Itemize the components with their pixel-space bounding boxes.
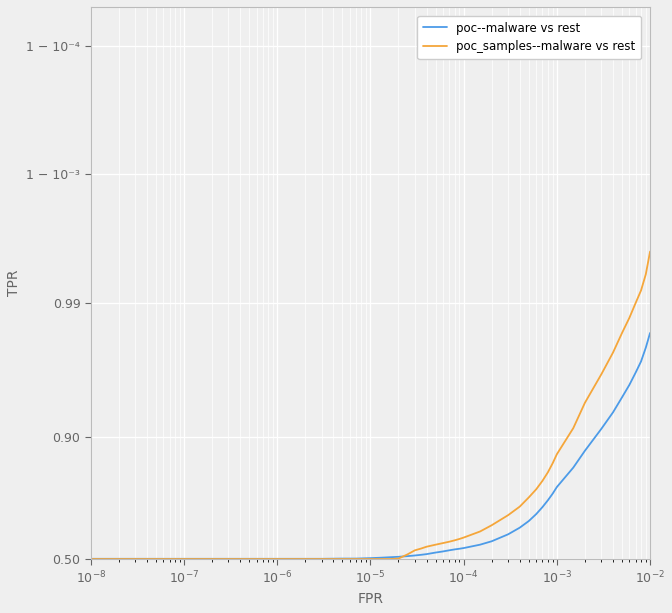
poc_samples--malware vs rest bbox=[637, 287, 645, 294]
poc_samples--malware vs rest bbox=[618, 329, 626, 337]
poc--malware vs rest bbox=[377, 554, 385, 562]
poc--malware vs rest bbox=[553, 484, 561, 491]
poc--malware vs rest bbox=[386, 554, 394, 561]
poc_samples--malware vs rest bbox=[581, 399, 589, 406]
poc--malware vs rest bbox=[532, 511, 540, 518]
Y-axis label: TPR: TPR bbox=[7, 270, 21, 297]
poc--malware vs rest bbox=[417, 551, 425, 558]
poc_samples--malware vs rest bbox=[301, 555, 309, 563]
poc--malware vs rest bbox=[460, 544, 468, 552]
poc_samples--malware vs rest bbox=[386, 555, 394, 563]
poc_samples--malware vs rest bbox=[338, 555, 346, 563]
poc_samples--malware vs rest bbox=[366, 555, 374, 563]
poc--malware vs rest bbox=[504, 531, 512, 538]
poc--malware vs rest bbox=[476, 541, 484, 549]
poc_samples--malware vs rest bbox=[515, 503, 523, 510]
poc_samples--malware vs rest bbox=[632, 299, 640, 306]
poc--malware vs rest bbox=[180, 555, 188, 563]
poc--malware vs rest bbox=[431, 549, 439, 556]
poc_samples--malware vs rest bbox=[423, 543, 431, 550]
poc_samples--malware vs rest bbox=[451, 536, 459, 544]
poc--malware vs rest bbox=[352, 555, 360, 562]
poc_samples--malware vs rest bbox=[504, 511, 512, 519]
poc_samples--malware vs rest bbox=[488, 522, 496, 529]
poc_samples--malware vs rest bbox=[431, 541, 439, 549]
poc--malware vs rest bbox=[525, 517, 533, 525]
poc--malware vs rest bbox=[403, 552, 411, 560]
poc--malware vs rest bbox=[301, 555, 309, 563]
poc_samples--malware vs rest bbox=[417, 545, 425, 552]
poc_samples--malware vs rest bbox=[377, 555, 385, 563]
poc_samples--malware vs rest bbox=[544, 469, 552, 476]
poc--malware vs rest bbox=[637, 358, 645, 365]
poc_samples--malware vs rest bbox=[548, 460, 556, 467]
poc--malware vs rest bbox=[208, 555, 216, 563]
Line: poc_samples--malware vs rest: poc_samples--malware vs rest bbox=[91, 251, 650, 559]
poc_samples--malware vs rest bbox=[460, 534, 468, 541]
poc_samples--malware vs rest bbox=[456, 535, 464, 543]
poc--malware vs rest bbox=[366, 555, 374, 562]
poc_samples--malware vs rest bbox=[274, 555, 282, 563]
poc_samples--malware vs rest bbox=[476, 528, 484, 535]
poc_samples--malware vs rest bbox=[394, 555, 403, 562]
poc--malware vs rest bbox=[87, 555, 95, 563]
poc_samples--malware vs rest bbox=[318, 555, 326, 563]
poc--malware vs rest bbox=[609, 409, 617, 416]
poc_samples--malware vs rest bbox=[538, 477, 546, 484]
poc--malware vs rest bbox=[569, 464, 577, 471]
poc_samples--malware vs rest bbox=[626, 314, 634, 321]
Legend: poc--malware vs rest, poc_samples--malware vs rest: poc--malware vs rest, poc_samples--malwa… bbox=[417, 15, 641, 59]
Line: poc--malware vs rest: poc--malware vs rest bbox=[91, 333, 650, 559]
poc--malware vs rest bbox=[451, 546, 459, 553]
poc_samples--malware vs rest bbox=[352, 555, 360, 563]
poc--malware vs rest bbox=[394, 553, 403, 560]
poc_samples--malware vs rest bbox=[403, 550, 411, 558]
X-axis label: FPR: FPR bbox=[358, 592, 384, 606]
poc--malware vs rest bbox=[411, 552, 419, 559]
poc_samples--malware vs rest bbox=[152, 555, 160, 563]
poc_samples--malware vs rest bbox=[532, 485, 540, 493]
poc--malware vs rest bbox=[115, 555, 123, 563]
poc--malware vs rest bbox=[642, 344, 650, 351]
poc--malware vs rest bbox=[445, 547, 453, 554]
poc_samples--malware vs rest bbox=[525, 493, 533, 501]
poc--malware vs rest bbox=[632, 369, 640, 376]
poc--malware vs rest bbox=[597, 425, 605, 433]
poc--malware vs rest bbox=[338, 555, 346, 562]
poc_samples--malware vs rest bbox=[439, 539, 447, 547]
poc_samples--malware vs rest bbox=[597, 371, 605, 378]
poc_samples--malware vs rest bbox=[245, 555, 253, 563]
poc_samples--malware vs rest bbox=[115, 555, 123, 563]
poc--malware vs rest bbox=[538, 503, 546, 511]
poc--malware vs rest bbox=[515, 524, 523, 531]
poc_samples--malware vs rest bbox=[553, 451, 561, 458]
poc--malware vs rest bbox=[274, 555, 282, 563]
poc--malware vs rest bbox=[646, 329, 654, 337]
poc--malware vs rest bbox=[618, 394, 626, 401]
poc--malware vs rest bbox=[488, 538, 496, 545]
poc--malware vs rest bbox=[423, 550, 431, 558]
poc_samples--malware vs rest bbox=[445, 538, 453, 546]
poc_samples--malware vs rest bbox=[180, 555, 188, 563]
poc--malware vs rest bbox=[439, 548, 447, 555]
poc_samples--malware vs rest bbox=[208, 555, 216, 563]
poc--malware vs rest bbox=[245, 555, 253, 563]
poc--malware vs rest bbox=[548, 490, 556, 497]
poc_samples--malware vs rest bbox=[87, 555, 95, 563]
poc_samples--malware vs rest bbox=[609, 349, 617, 356]
poc--malware vs rest bbox=[456, 545, 464, 552]
poc--malware vs rest bbox=[581, 447, 589, 454]
poc--malware vs rest bbox=[318, 555, 326, 563]
poc_samples--malware vs rest bbox=[642, 270, 650, 278]
poc--malware vs rest bbox=[626, 381, 634, 389]
poc_samples--malware vs rest bbox=[411, 547, 419, 554]
poc--malware vs rest bbox=[544, 497, 552, 504]
poc_samples--malware vs rest bbox=[646, 248, 654, 255]
poc--malware vs rest bbox=[152, 555, 160, 563]
poc_samples--malware vs rest bbox=[569, 424, 577, 432]
